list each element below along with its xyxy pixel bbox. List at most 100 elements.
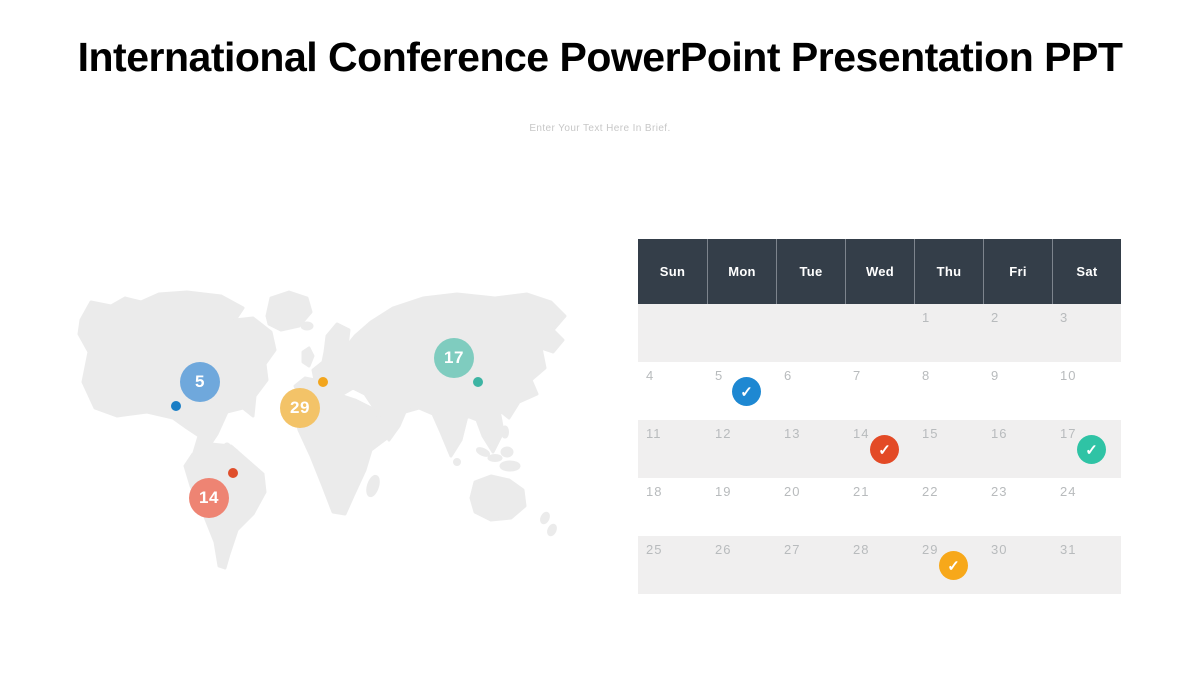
world-map-graphic [77,290,567,570]
date-number: 26 [715,542,732,557]
island-madagascar [366,474,380,498]
calendar-day-27[interactable]: 27 [776,536,845,594]
calendar-day-7[interactable]: 7 [845,362,914,420]
calendar-day-25[interactable]: 25 [638,536,707,594]
calendar-day-6[interactable]: 6 [776,362,845,420]
island-cuba [231,448,239,456]
calendar-week-row: 4 5 ✓ 6 7 8 9 10 [638,362,1121,420]
calendar-day-empty [776,304,845,362]
island-united-kingdom [301,346,315,368]
calendar-day-30[interactable]: 30 [983,536,1052,594]
calendar-day-15[interactable]: 15 [914,420,983,478]
island-sri-lanka [453,458,461,466]
island-new-guinea [499,460,521,472]
calendar-day-10[interactable]: 10 [1052,362,1121,420]
island-japan-south [533,357,545,375]
calendar-day-header-row: Sun Mon Tue Wed Thu Fri Sat [638,239,1121,304]
date-number: 4 [646,368,655,383]
calendar-day-1[interactable]: 1 [914,304,983,362]
calendar-day-14[interactable]: 14 ✓ [845,420,914,478]
calendar-week-row: 18 19 20 21 22 23 24 [638,478,1121,536]
day-header-tue: Tue [776,239,845,304]
continent-africa [293,392,389,516]
calendar-day-5[interactable]: 5 ✓ [707,362,776,420]
slide-title: International Conference PowerPoint Pres… [77,34,1123,80]
island-philippines [501,425,509,439]
calendar-day-16[interactable]: 16 [983,420,1052,478]
date-number: 7 [853,368,862,383]
island-new-zealand-south [547,523,557,537]
date-number: 24 [1060,484,1077,499]
calendar: Sun Mon Tue Wed Thu Fri Sat 1 2 3 4 5 ✓ 6 7 8 9 10 11 12 13… [638,239,1121,594]
calendar-day-22[interactable]: 22 [914,478,983,536]
map-marker-dot-17 [473,377,483,387]
check-icon[interactable]: ✓ [732,377,761,406]
island-borneo [500,446,514,458]
calendar-day-24[interactable]: 24 [1052,478,1121,536]
date-number: 18 [646,484,663,499]
date-number: 16 [991,426,1008,441]
day-header-fri: Fri [983,239,1052,304]
world-map: 5 29 17 14 [75,290,595,572]
calendar-day-21[interactable]: 21 [845,478,914,536]
island-greenland [265,290,313,332]
check-icon[interactable]: ✓ [1077,435,1106,464]
date-number: 3 [1060,310,1069,325]
date-number: 13 [784,426,801,441]
calendar-day-23[interactable]: 23 [983,478,1052,536]
date-number: 19 [715,484,732,499]
date-number: 23 [991,484,1008,499]
date-number: 22 [922,484,939,499]
map-marker-bubble-14[interactable]: 14 [189,478,229,518]
continent-eurasia [293,292,567,458]
date-number: 21 [853,484,870,499]
date-number: 28 [853,542,870,557]
calendar-day-9[interactable]: 9 [983,362,1052,420]
calendar-day-12[interactable]: 12 [707,420,776,478]
map-marker-dot-5 [171,401,181,411]
calendar-day-19[interactable]: 19 [707,478,776,536]
calendar-day-31[interactable]: 31 [1052,536,1121,594]
map-marker-bubble-17[interactable]: 17 [434,338,474,378]
calendar-day-28[interactable]: 28 [845,536,914,594]
calendar-day-13[interactable]: 13 [776,420,845,478]
date-number: 25 [646,542,663,557]
date-number: 14 [853,426,870,441]
day-header-mon: Mon [707,239,776,304]
date-number: 11 [646,426,662,441]
day-header-sat: Sat [1052,239,1121,304]
day-header-thu: Thu [914,239,983,304]
island-japan-north [527,345,539,359]
calendar-day-20[interactable]: 20 [776,478,845,536]
date-number: 8 [922,368,931,383]
calendar-day-4[interactable]: 4 [638,362,707,420]
date-number: 10 [1060,368,1077,383]
calendar-day-2[interactable]: 2 [983,304,1052,362]
day-header-sun: Sun [659,264,686,279]
map-marker-bubble-29[interactable]: 29 [280,388,320,428]
continent-north-america [77,290,277,458]
continent-australia [469,474,527,522]
date-number: 1 [922,310,931,325]
calendar-day-empty [638,304,707,362]
check-icon[interactable]: ✓ [870,435,899,464]
calendar-day-18[interactable]: 18 [638,478,707,536]
calendar-day-11[interactable]: 11 [638,420,707,478]
calendar-day-26[interactable]: 26 [707,536,776,594]
calendar-day-17[interactable]: 17 ✓ [1052,420,1121,478]
map-marker-bubble-5[interactable]: 5 [180,362,220,402]
island-iceland [300,321,314,331]
date-number: 27 [784,542,801,557]
date-number: 15 [922,426,939,441]
calendar-day-3[interactable]: 3 [1052,304,1121,362]
calendar-day-8[interactable]: 8 [914,362,983,420]
calendar-day-29[interactable]: 29 ✓ [914,536,983,594]
island-java [487,454,503,462]
calendar-week-row: 25 26 27 28 29 ✓ 30 31 [638,536,1121,594]
calendar-day-empty [707,304,776,362]
check-icon[interactable]: ✓ [939,551,968,580]
date-number: 12 [715,426,732,441]
day-header-wed: Wed [845,239,914,304]
date-number: 20 [784,484,801,499]
island-new-zealand-north [540,511,550,525]
